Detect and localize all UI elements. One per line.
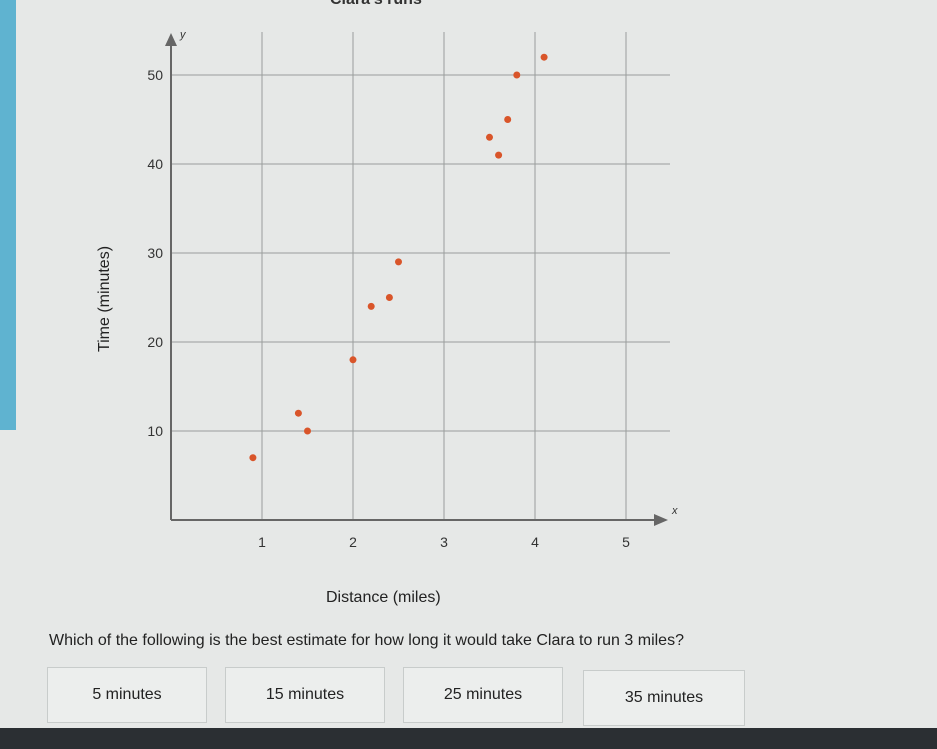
y-tick-label: 40: [147, 156, 163, 172]
x-tick-label: 1: [258, 534, 266, 550]
x-tick-label: 3: [440, 534, 448, 550]
data-point: [395, 258, 402, 266]
x-axis-letter: x: [671, 505, 678, 517]
choice-15-minutes[interactable]: 15 minutes: [225, 667, 385, 723]
y-tick-label: 30: [147, 245, 163, 261]
data-point: [367, 302, 375, 310]
data-point: [385, 294, 393, 301]
data-point: [495, 151, 503, 159]
x-tick-label: 5: [622, 534, 630, 550]
chart-title: Clara's runs: [330, 0, 422, 9]
choice-5-minutes[interactable]: 5 minutes: [47, 667, 207, 723]
data-point: [304, 427, 311, 435]
taskbar: [0, 728, 937, 749]
y-axis-label: Time (minutes): [96, 245, 114, 353]
y-tick-label: 10: [147, 423, 163, 439]
left-edge-bar: [0, 0, 16, 430]
x-axis-label: Distance (miles): [326, 589, 441, 606]
data-point: [504, 116, 512, 123]
y-tick-label: 20: [147, 334, 163, 350]
x-tick-label: 2: [349, 534, 357, 550]
data-point: [249, 454, 257, 462]
x-axis-arrow: [654, 514, 668, 526]
data-point: [513, 71, 521, 79]
question-text: Which of the following is the best estim…: [49, 632, 684, 649]
x-tick-label: 4: [531, 534, 539, 550]
choice-35-minutes[interactable]: 35 minutes: [583, 670, 745, 726]
data-point: [486, 133, 493, 141]
y-axis-arrow: [165, 33, 177, 46]
y-tick-label: 50: [147, 67, 163, 83]
choice-25-minutes[interactable]: 25 minutes: [403, 667, 563, 723]
y-axis-letter: y: [179, 29, 187, 41]
data-point: [349, 356, 357, 364]
data-point: [540, 53, 548, 61]
data-point: [294, 409, 302, 417]
scatter-chart: 1 2 3 4 5 10 20 30 40 50 x y: [147, 29, 678, 550]
